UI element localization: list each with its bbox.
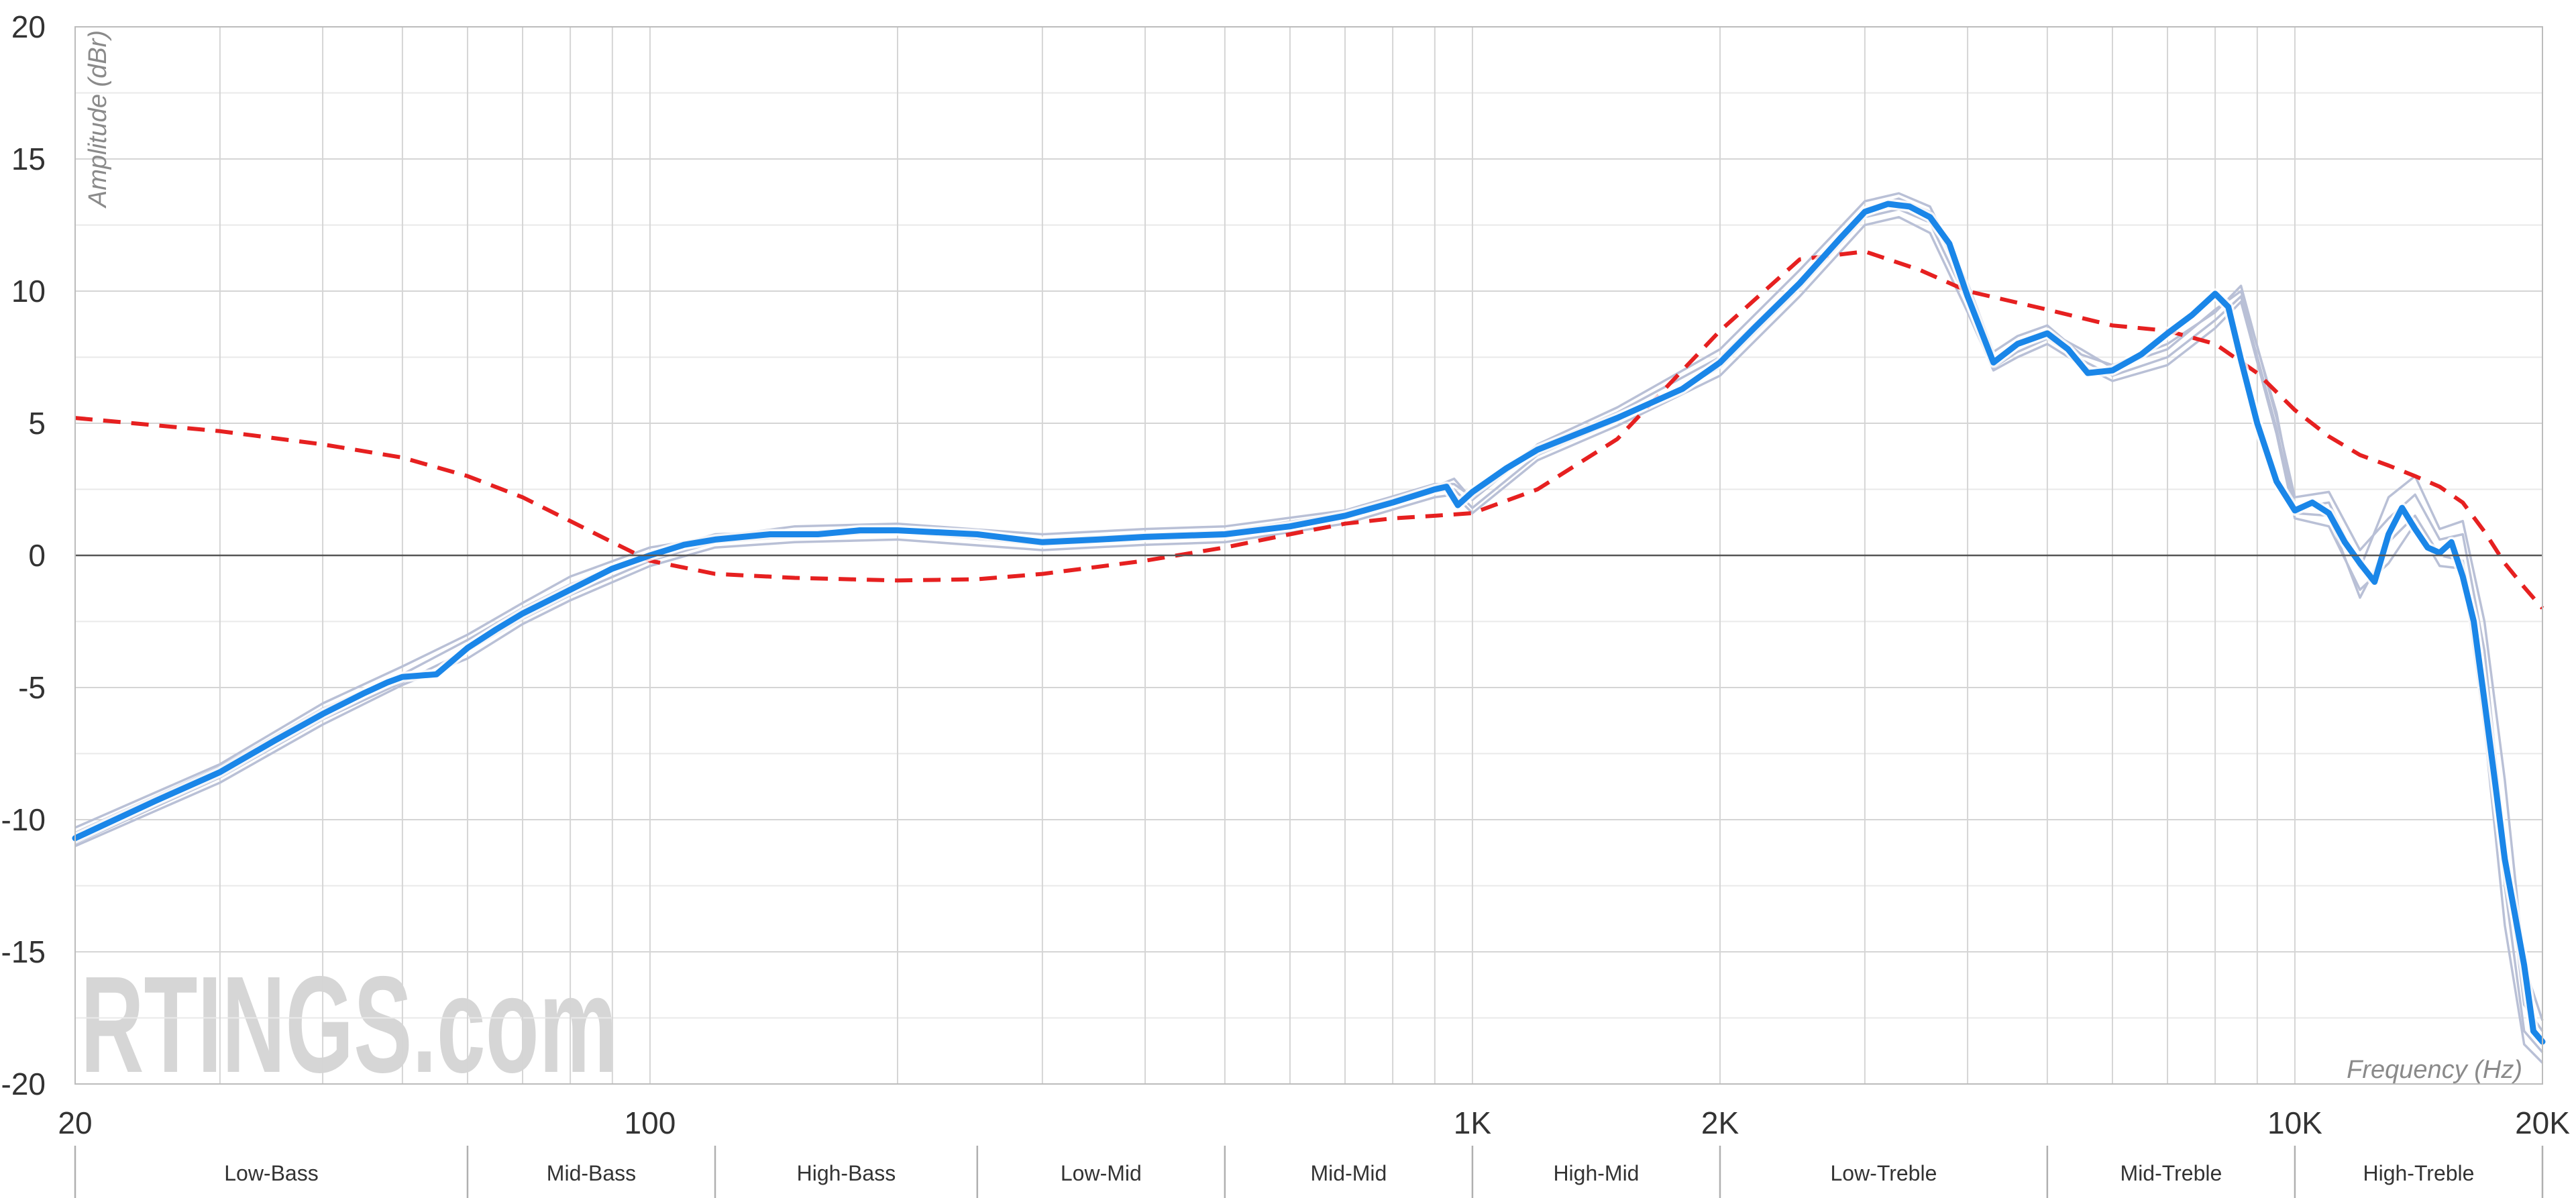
average-response-line	[72, 201, 2546, 1045]
x-tick-label: 100	[625, 1105, 676, 1140]
band-label: Mid-Bass	[547, 1161, 636, 1185]
x-axis-label: Frequency (Hz)	[2347, 1056, 2522, 1084]
band-label: Low-Mid	[1061, 1161, 1142, 1185]
y-axis-label: Amplitude (dBr)	[84, 30, 112, 209]
minor-gridlines	[75, 92, 2542, 1019]
y-tick-label: 5	[28, 406, 46, 441]
plot-frame	[74, 26, 2543, 1085]
frequency-band-strip: Low-Bass Mid-Bass High-Bass Low-Mid Mid-Mid H…	[74, 1146, 2544, 1198]
band-label: Mid-Mid	[1311, 1161, 1387, 1185]
band-label: Low-Bass	[224, 1161, 319, 1185]
y-tick-label: -20	[1, 1067, 46, 1101]
band-label: Low-Treble	[1830, 1161, 1937, 1185]
x-tick-label: 10K	[2267, 1105, 2322, 1140]
target-curve-line	[74, 249, 2544, 610]
x-tick-label: 2K	[1701, 1105, 1739, 1140]
y-tick-label: 20	[11, 9, 46, 44]
x-axis-tick-labels: 20 100 1K 2K 10K 20K	[58, 1105, 2570, 1140]
x-tick-label: 20	[58, 1105, 92, 1140]
band-label: High-Bass	[797, 1161, 896, 1185]
y-tick-label: -15	[1, 934, 46, 969]
rtings-watermark: RTINGS.com	[80, 948, 617, 1101]
y-tick-label: -10	[1, 802, 46, 837]
band-label: High-Treble	[2363, 1161, 2474, 1185]
series-layer	[70, 192, 2548, 1064]
y-tick-label: 15	[11, 142, 46, 176]
y-tick-label: 10	[11, 274, 46, 309]
band-label: High-Mid	[1553, 1161, 1639, 1185]
x-tick-label: 1K	[1454, 1105, 1492, 1140]
x-tick-label: 20K	[2515, 1105, 2570, 1140]
y-tick-label: -5	[18, 670, 46, 705]
band-label: Mid-Treble	[2121, 1161, 2222, 1185]
y-tick-label: 0	[28, 538, 46, 573]
y-axis-tick-labels: 20 15 10 5 0 -5 -10 -15 -20	[1, 9, 46, 1101]
